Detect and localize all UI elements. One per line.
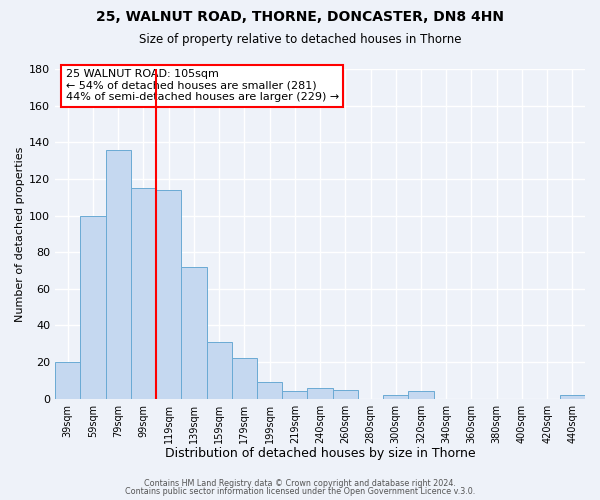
Bar <box>307 388 332 398</box>
Bar <box>156 190 181 398</box>
Bar <box>332 390 358 398</box>
Bar <box>282 392 307 398</box>
Bar <box>80 216 106 398</box>
Bar <box>181 267 206 398</box>
Bar <box>131 188 156 398</box>
Bar <box>560 395 585 398</box>
X-axis label: Distribution of detached houses by size in Thorne: Distribution of detached houses by size … <box>165 447 475 460</box>
Bar <box>257 382 282 398</box>
Text: Contains public sector information licensed under the Open Government Licence v.: Contains public sector information licen… <box>125 487 475 496</box>
Text: 25, WALNUT ROAD, THORNE, DONCASTER, DN8 4HN: 25, WALNUT ROAD, THORNE, DONCASTER, DN8 … <box>96 10 504 24</box>
Bar <box>206 342 232 398</box>
Bar <box>383 395 409 398</box>
Text: 25 WALNUT ROAD: 105sqm
← 54% of detached houses are smaller (281)
44% of semi-de: 25 WALNUT ROAD: 105sqm ← 54% of detached… <box>66 69 339 102</box>
Bar <box>232 358 257 399</box>
Bar <box>106 150 131 398</box>
Bar <box>409 392 434 398</box>
Text: Size of property relative to detached houses in Thorne: Size of property relative to detached ho… <box>139 32 461 46</box>
Y-axis label: Number of detached properties: Number of detached properties <box>15 146 25 322</box>
Text: Contains HM Land Registry data © Crown copyright and database right 2024.: Contains HM Land Registry data © Crown c… <box>144 478 456 488</box>
Bar <box>55 362 80 399</box>
